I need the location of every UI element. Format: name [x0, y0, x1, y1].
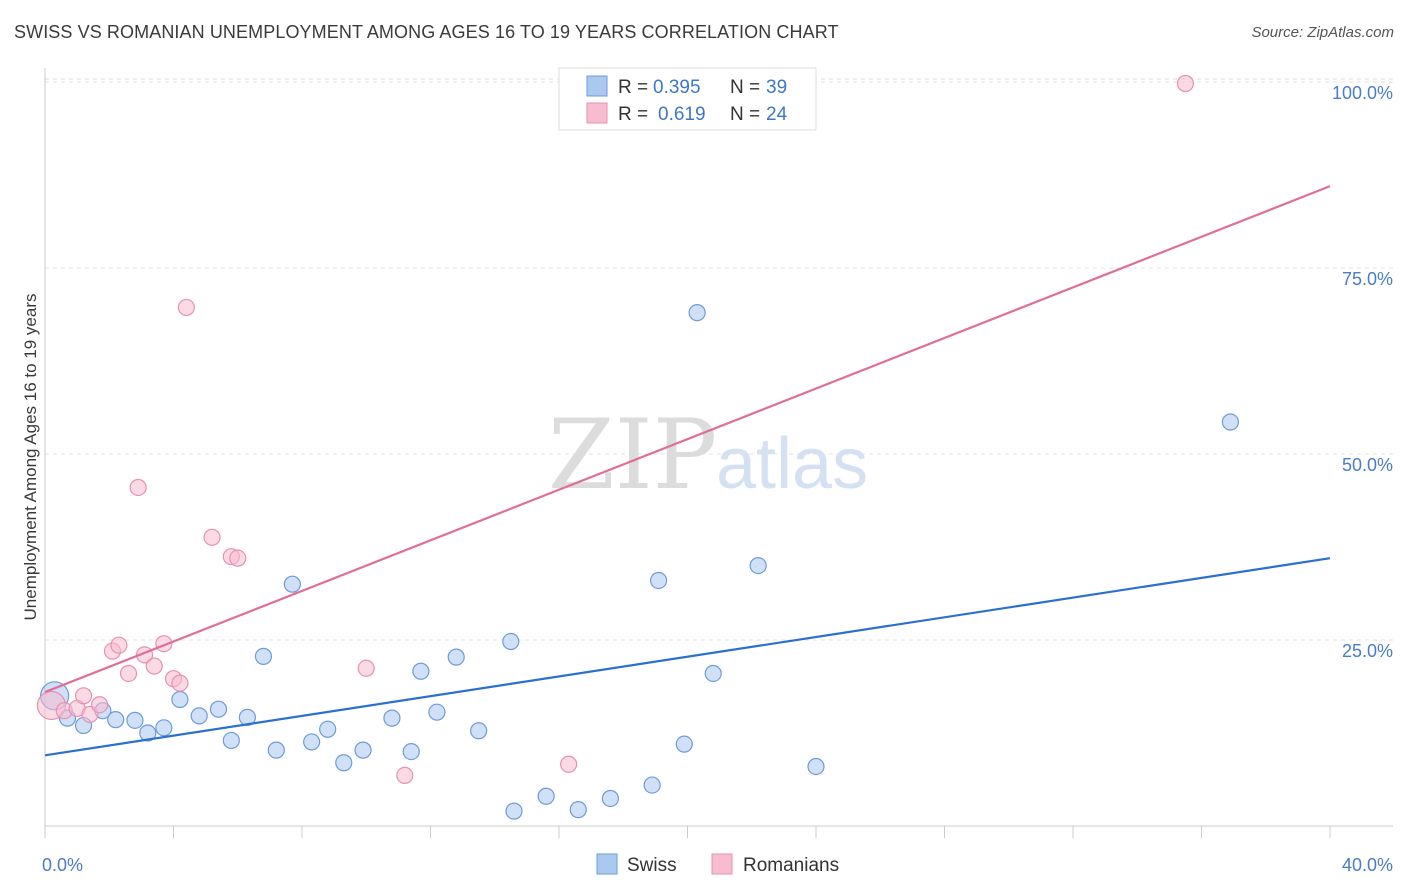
data-point-swiss [643, 776, 661, 794]
data-point-swiss [402, 742, 420, 761]
data-point-swiss [537, 787, 555, 805]
data-point-swiss [807, 757, 825, 776]
trend-line-romanians [44, 185, 1331, 694]
data-point-romanians [145, 657, 163, 675]
series-legend: Swiss Romanians [596, 853, 839, 876]
data-point-swiss [447, 648, 465, 666]
legend-r-value-romanians: 0.619 [658, 104, 706, 125]
series-legend-label-romanians: Romanians [743, 855, 839, 876]
watermark-atlas: atlas [716, 424, 868, 504]
data-point-romanians [171, 674, 189, 692]
data-point-swiss [412, 662, 430, 680]
data-point-swiss [267, 741, 285, 759]
legend-n-value-romanians: 24 [766, 104, 788, 125]
data-point-romanians [110, 636, 128, 654]
legend-r-label-romanians: R = [618, 104, 648, 125]
data-point-swiss [749, 556, 767, 575]
y-tick-label: 25.0% [1342, 641, 1393, 661]
data-point-swiss [502, 632, 520, 651]
series-legend-swatch-romanians [711, 853, 733, 875]
legend-swatch-swiss [586, 75, 608, 97]
data-point-romanians [74, 687, 93, 705]
stats-legend: R = 0.395 N = 39 R = 0.619 N = 24 [558, 67, 817, 131]
legend-r-label-swiss: R = [618, 77, 648, 98]
data-point-swiss [139, 724, 157, 742]
data-point-swiss [126, 711, 144, 729]
watermark-zip: ZIP [548, 399, 717, 511]
data-point-swiss [190, 707, 208, 725]
series-legend-label-swiss: Swiss [627, 855, 677, 876]
x-tick-label-min: 0.0% [42, 855, 83, 875]
legend-n-label-swiss: N = [730, 77, 760, 98]
data-point-swiss [601, 789, 620, 808]
y-axis-label: Unemployment Among Ages 16 to 19 years [21, 294, 40, 621]
data-point-swiss [209, 700, 228, 718]
y-tick-label: 100.0% [1332, 83, 1393, 103]
data-point-swiss [171, 690, 189, 709]
trend-lines [44, 185, 1331, 757]
data-point-swiss [569, 801, 587, 819]
series-legend-swatch-swiss [596, 853, 618, 875]
data-point-romanians [91, 696, 109, 714]
y-tick-label: 50.0% [1342, 455, 1393, 475]
data-point-romanians [119, 664, 138, 683]
trend-line-swiss [44, 557, 1331, 757]
watermark: ZIP atlas [548, 399, 868, 511]
legend-r-value-swiss: 0.395 [653, 77, 701, 98]
data-point-swiss [107, 711, 125, 729]
data-points [36, 74, 1240, 820]
data-point-swiss [354, 741, 372, 759]
data-point-swiss [505, 802, 523, 820]
data-point-swiss [428, 703, 446, 721]
chart-source: Source: ZipAtlas.com [1251, 24, 1394, 41]
data-point-romanians [396, 766, 414, 785]
data-point-swiss [319, 720, 337, 738]
data-point-swiss [470, 722, 488, 740]
data-point-romanians [203, 528, 221, 546]
data-point-swiss [335, 754, 353, 772]
chart-title: SWISS VS ROMANIAN UNEMPLOYMENT AMONG AGE… [14, 22, 839, 42]
grid-lines [45, 78, 1393, 641]
data-point-romanians [1176, 74, 1195, 93]
data-point-swiss [688, 304, 706, 322]
data-point-romanians [129, 478, 147, 497]
data-point-swiss [649, 571, 668, 590]
data-point-swiss [283, 575, 301, 593]
data-point-romanians [560, 755, 578, 773]
data-point-swiss [704, 664, 722, 683]
data-point-swiss [254, 647, 273, 665]
legend-swatch-romanians [586, 102, 608, 124]
data-point-romanians [229, 549, 247, 567]
data-point-romanians [177, 298, 195, 317]
data-point-swiss [222, 731, 240, 750]
legend-n-label-romanians: N = [730, 104, 760, 125]
legend-n-value-swiss: 39 [766, 77, 787, 98]
x-tick-labels: 0.0% 40.0% [42, 855, 1393, 875]
data-point-swiss [383, 709, 401, 727]
data-point-swiss [155, 719, 173, 737]
data-point-swiss [1221, 413, 1240, 431]
data-point-romanians [357, 659, 375, 677]
data-point-swiss [303, 733, 321, 751]
data-point-swiss [675, 735, 693, 753]
x-tick-label-max: 40.0% [1342, 855, 1393, 875]
y-tick-labels: 25.0% 50.0% 75.0% 100.0% [1332, 83, 1393, 661]
y-tick-label: 75.0% [1342, 269, 1393, 289]
